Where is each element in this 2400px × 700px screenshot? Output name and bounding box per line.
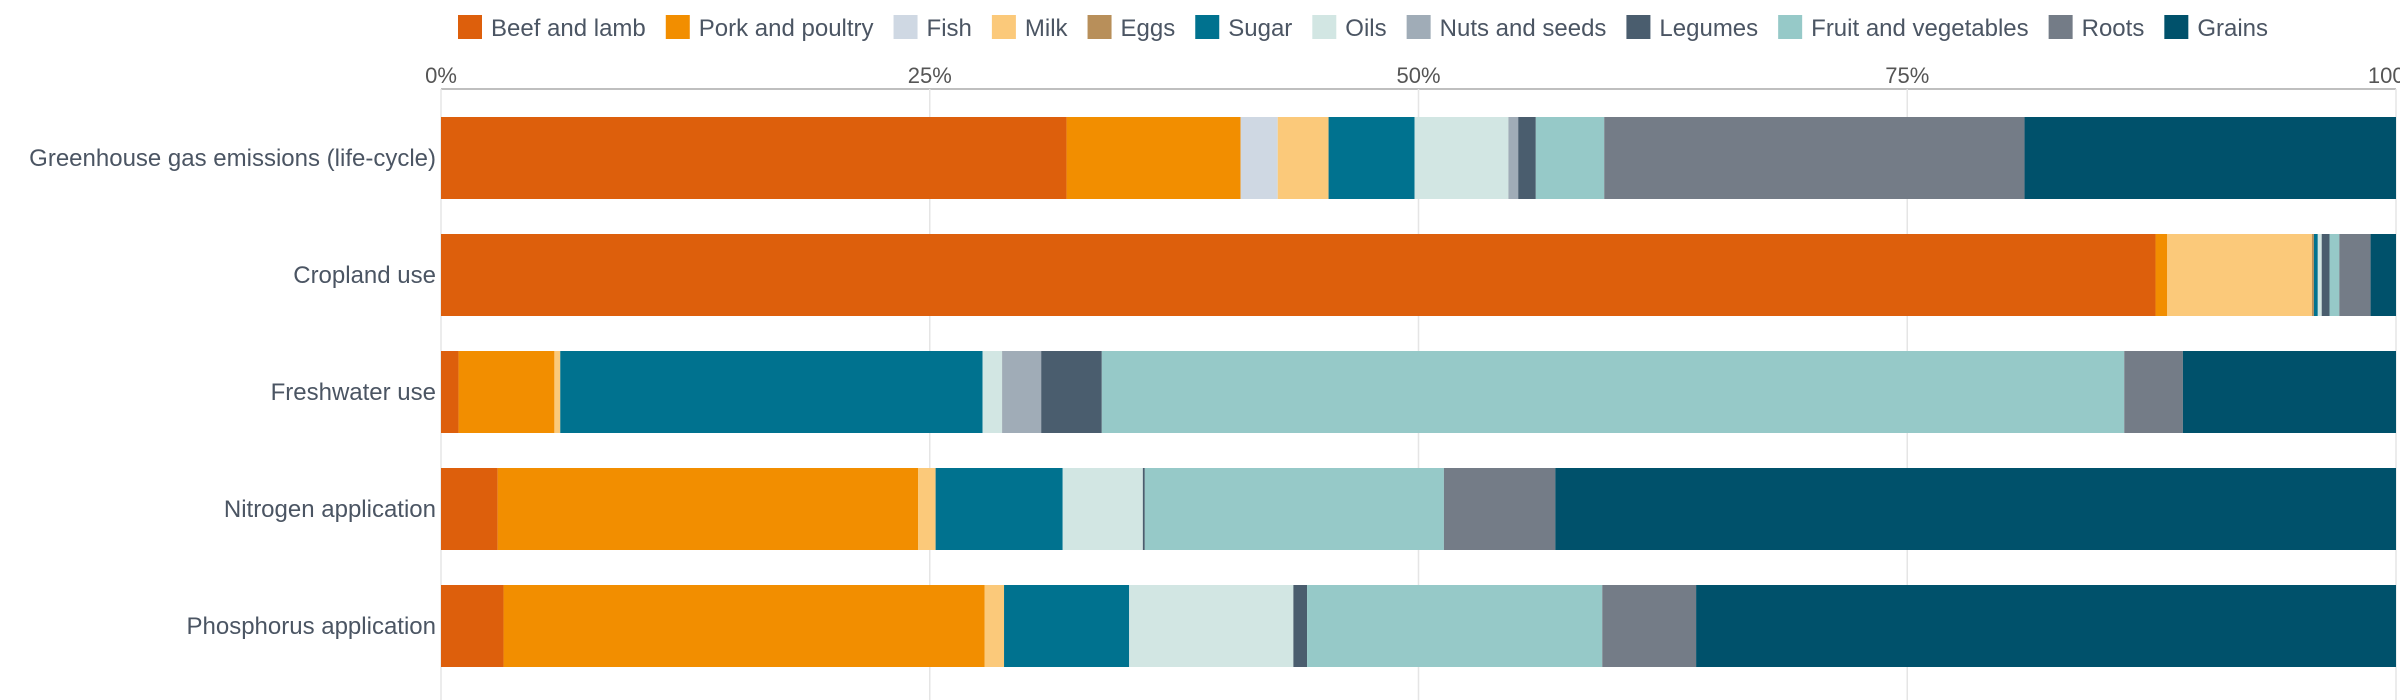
bar-segment-pork-and-poultry <box>503 585 985 667</box>
legend: Beef and lamb Pork and poultry Fish Milk Egg… <box>458 15 2268 42</box>
legend-swatch-milk <box>991 15 1016 39</box>
legend-swatch-beef-and-lamb <box>458 15 482 39</box>
bar-segment-sugar <box>935 468 1063 550</box>
bar-segment-legumes <box>1518 117 1536 199</box>
bars <box>441 117 2396 667</box>
bar-segment-oils <box>1129 585 1294 667</box>
category-label: Cropland use <box>293 262 436 289</box>
category-label: Phosphorus application <box>186 613 436 640</box>
bar-segment-legumes <box>2321 234 2330 316</box>
bar-segment-fruit-and-vegetables <box>1535 117 1605 199</box>
legend-label-fish: Fish <box>927 15 972 42</box>
legend-swatch-pork-and-poultry <box>665 15 690 39</box>
legend-swatch-nuts-and-seeds <box>1406 15 1431 39</box>
bar-segment-oils <box>2317 234 2322 316</box>
bar-segment-grains <box>1696 585 2396 667</box>
bar-segment-milk <box>918 468 936 550</box>
legend-label-legumes: Legumes <box>1659 15 1758 42</box>
bar-segment-nuts-and-seeds <box>1002 351 1042 433</box>
legend-label-nuts-and-seeds: Nuts and seeds <box>1440 15 1607 42</box>
bar-segment-sugar <box>560 351 983 433</box>
category-label: Freshwater use <box>271 379 436 406</box>
bar-segment-pork-and-poultry <box>1066 117 1241 199</box>
bar-segment-pork-and-poultry <box>2155 234 2168 316</box>
legend-swatch-sugar <box>1195 15 1220 39</box>
x-tick-label: 75% <box>1885 63 1929 88</box>
legend-swatch-legumes <box>1626 15 1651 39</box>
bar-segment-fruit-and-vegetables <box>1144 468 1444 550</box>
bar-segment-beef-and-lamb <box>441 351 459 433</box>
bar-segment-sugar <box>1328 117 1415 199</box>
bar-segment-beef-and-lamb <box>441 117 1067 199</box>
bar-segment-roots <box>2124 351 2183 433</box>
bar-segment-oils <box>982 351 1003 433</box>
bar-segment-legumes <box>1041 351 1102 433</box>
bar-segment-beef-and-lamb <box>441 585 504 667</box>
bar-segment-fruit-and-vegetables <box>2329 234 2340 316</box>
bar-segment-beef-and-lamb <box>441 234 2156 316</box>
legend-label-roots: Roots <box>2082 15 2145 42</box>
bar-segment-sugar <box>2313 234 2318 316</box>
bar-segment-nuts-and-seeds <box>1508 117 1519 199</box>
legend-label-fruit-and-vegetables: Fruit and vegetables <box>1811 15 2028 42</box>
legend-label-oils: Oils <box>1345 15 1386 42</box>
bar-segment-milk <box>1277 117 1329 199</box>
legend-label-pork-and-poultry: Pork and poultry <box>699 15 874 42</box>
bar-segment-grains <box>2370 234 2396 316</box>
x-tick-label: 0% <box>425 63 457 88</box>
bar-segment-milk <box>984 585 1005 667</box>
legend-swatch-oils <box>1312 15 1337 39</box>
category-labels: Greenhouse gas emissions (life-cycle) Cro… <box>29 145 436 640</box>
legend-label-milk: Milk <box>1025 15 1069 42</box>
bar-segment-roots <box>1602 585 1697 667</box>
legend-label-grains: Grains <box>2197 15 2268 42</box>
legend-label-eggs: Eggs <box>1121 15 1176 42</box>
category-label: Nitrogen application <box>224 496 436 523</box>
x-tick-label: 100% <box>2368 63 2400 88</box>
bar-segment-oils <box>1062 468 1143 550</box>
bar-segment-grains <box>2024 117 2396 199</box>
bar-segment-fruit-and-vegetables <box>1307 585 1603 667</box>
legend-swatch-grains <box>2164 15 2189 39</box>
legend-swatch-fish <box>893 15 918 39</box>
bar-segment-fruit-and-vegetables <box>1101 351 2125 433</box>
bar-segment-sugar <box>1004 585 1130 667</box>
legend-swatch-fruit-and-vegetables <box>1778 15 1803 39</box>
legend-swatch-roots <box>2048 15 2073 39</box>
legend-label-sugar: Sugar <box>1228 15 1292 42</box>
legend-label-beef-and-lamb: Beef and lamb <box>491 15 646 42</box>
bar-segment-roots <box>1604 117 2025 199</box>
bar-segment-legumes <box>1142 468 1145 550</box>
x-axis-ticks: 0% 25% 50% 75% 100% <box>425 63 2400 88</box>
bar-segment-roots <box>1443 468 1556 550</box>
bar-segment-grains <box>2182 351 2396 433</box>
bar-segment-pork-and-poultry <box>458 351 555 433</box>
bar-segment-legumes <box>1293 585 1308 667</box>
bar-segment-fish <box>1240 117 1278 199</box>
category-label: Greenhouse gas emissions (life-cycle) <box>29 145 436 172</box>
bar-segment-grains <box>1555 468 2396 550</box>
bar-segment-eggs <box>2311 234 2314 316</box>
bar-segment-pork-and-poultry <box>497 468 919 550</box>
bar-segment-milk <box>2167 234 2312 316</box>
bar-segment-roots <box>2339 234 2371 316</box>
bar-segment-beef-and-lamb <box>441 468 498 550</box>
legend-swatch-eggs <box>1087 15 1112 39</box>
bar-segment-milk <box>554 351 561 433</box>
x-tick-label: 50% <box>1396 63 1440 88</box>
x-tick-label: 25% <box>908 63 952 88</box>
bar-segment-oils <box>1414 117 1509 199</box>
